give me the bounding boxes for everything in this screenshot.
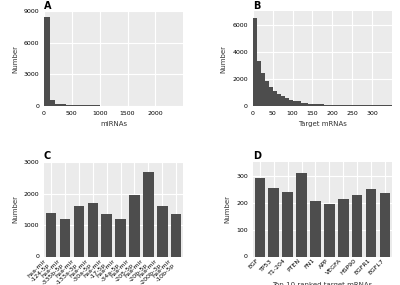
Bar xyxy=(310,201,321,256)
Y-axis label: Number: Number xyxy=(221,44,227,73)
Bar xyxy=(261,73,265,106)
Text: B: B xyxy=(253,1,260,11)
Bar xyxy=(380,193,390,256)
Bar xyxy=(253,18,257,106)
Y-axis label: Number: Number xyxy=(12,195,18,223)
Bar xyxy=(157,206,168,256)
X-axis label: miRNAs: miRNAs xyxy=(100,121,127,127)
Bar xyxy=(44,17,50,106)
Bar xyxy=(83,105,88,106)
Bar xyxy=(324,204,334,256)
Bar xyxy=(115,219,126,256)
Bar xyxy=(324,105,332,106)
Bar xyxy=(254,178,265,256)
Bar xyxy=(281,96,285,106)
Text: A: A xyxy=(44,1,52,11)
Bar xyxy=(316,104,324,106)
Bar xyxy=(129,195,140,256)
Bar xyxy=(308,103,316,106)
Bar xyxy=(61,104,66,106)
Bar xyxy=(269,87,273,106)
Bar xyxy=(88,203,98,256)
Bar xyxy=(143,172,154,256)
Bar xyxy=(74,206,84,256)
Text: D: D xyxy=(253,151,261,162)
X-axis label: Top-10 ranked target mRNAs: Top-10 ranked target mRNAs xyxy=(272,282,372,285)
Y-axis label: Number: Number xyxy=(12,44,18,73)
Bar xyxy=(300,103,308,106)
Bar xyxy=(296,173,307,256)
Bar xyxy=(332,105,352,106)
Bar xyxy=(72,105,78,106)
Bar xyxy=(50,100,55,106)
Bar xyxy=(66,105,72,106)
Bar xyxy=(265,82,269,106)
Bar xyxy=(366,189,376,256)
X-axis label: Target mRNAs: Target mRNAs xyxy=(298,121,347,127)
Bar xyxy=(288,100,292,106)
Bar xyxy=(338,199,348,256)
Bar xyxy=(78,105,83,106)
Bar xyxy=(60,219,70,256)
Bar xyxy=(352,195,362,256)
Bar xyxy=(257,61,261,106)
Bar xyxy=(46,213,56,256)
Text: C: C xyxy=(44,151,51,162)
Bar xyxy=(292,101,300,106)
Bar xyxy=(171,214,182,256)
Bar xyxy=(273,91,277,106)
Bar xyxy=(268,188,279,256)
Bar xyxy=(352,105,372,106)
Bar xyxy=(285,98,288,106)
Bar xyxy=(55,103,61,106)
Bar xyxy=(277,93,281,106)
Bar xyxy=(282,192,293,256)
Bar xyxy=(102,214,112,256)
Y-axis label: Number: Number xyxy=(225,195,231,223)
